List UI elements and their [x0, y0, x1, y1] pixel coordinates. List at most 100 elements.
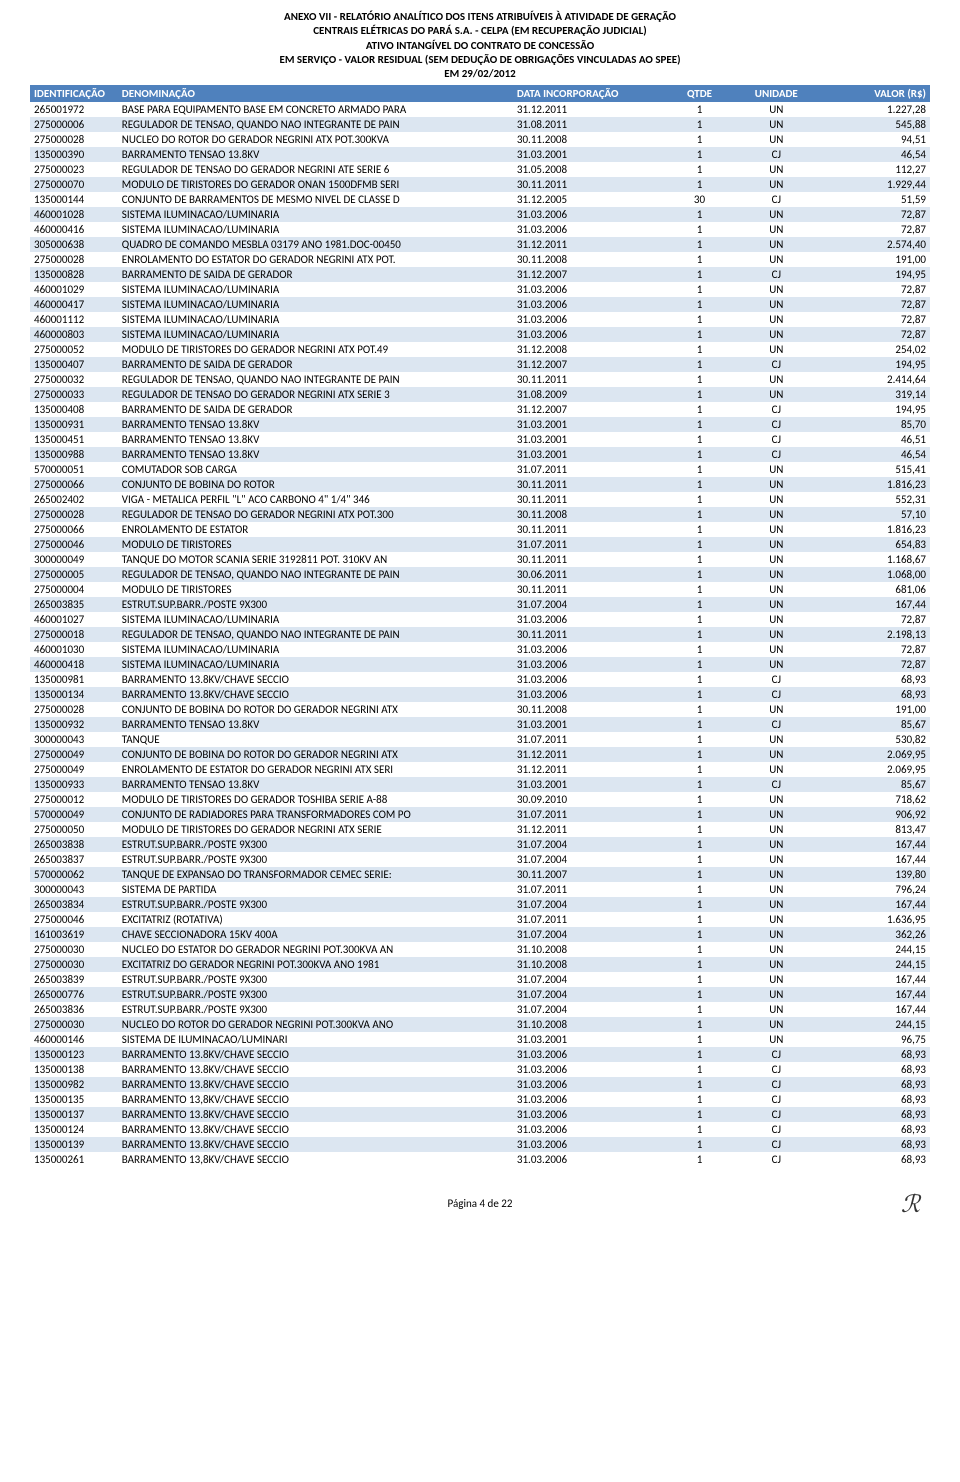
cell-den: MODULO DE TIRISTORES DO GERADOR ONAN 150… [118, 177, 513, 192]
table-row: 135000135BARRAMENTO 13,8KV/CHAVE SECCIO3… [30, 1092, 930, 1107]
cell-valor: 72,87 [820, 222, 930, 237]
cell-unid: UN [732, 162, 820, 177]
cell-den: BARRAMENTO 13.8KV/CHAVE SECCIO [118, 1107, 513, 1122]
cell-den: SISTEMA ILUMINACAO/LUMINARIA [118, 222, 513, 237]
cell-id: 275000030 [30, 942, 118, 957]
cell-unid: UN [732, 942, 820, 957]
cell-unid: UN [732, 852, 820, 867]
cell-den: BARRAMENTO 13.8KV/CHAVE SECCIO [118, 1122, 513, 1137]
cell-unid: UN [732, 342, 820, 357]
cell-unid: UN [732, 597, 820, 612]
cell-valor: 191,00 [820, 252, 930, 267]
cell-den: SISTEMA ILUMINACAO/LUMINARIA [118, 312, 513, 327]
cell-unid: UN [732, 957, 820, 972]
cell-data: 31.03.2006 [513, 1047, 667, 1062]
cell-den: ESTRUT.SUP.BARR./POSTE 9X300 [118, 837, 513, 852]
col-qtde: QTDE [667, 85, 733, 102]
cell-valor: 194,95 [820, 357, 930, 372]
cell-data: 31.03.2006 [513, 222, 667, 237]
cell-data: 31.03.2006 [513, 1122, 667, 1137]
cell-unid: UN [732, 762, 820, 777]
cell-valor: 244,15 [820, 957, 930, 972]
cell-den: CONJUNTO DE BOBINA DO ROTOR [118, 477, 513, 492]
cell-valor: 68,93 [820, 672, 930, 687]
cell-qtde: 1 [667, 912, 733, 927]
cell-valor: 244,15 [820, 1017, 930, 1032]
cell-valor: 552,31 [820, 492, 930, 507]
cell-id: 135000261 [30, 1152, 118, 1167]
table-row: 460000417SISTEMA ILUMINACAO/LUMINARIA31.… [30, 297, 930, 312]
cell-id: 135000144 [30, 192, 118, 207]
cell-data: 31.03.2001 [513, 717, 667, 732]
table-row: 135000407BARRAMENTO DE SAIDA DE GERADOR3… [30, 357, 930, 372]
table-row: 135000982BARRAMENTO 13.8KV/CHAVE SECCIO3… [30, 1077, 930, 1092]
table-row: 265003837ESTRUT.SUP.BARR./POSTE 9X30031.… [30, 852, 930, 867]
table-row: 275000046EXCITATRIZ (ROTATIVA)31.07.2011… [30, 912, 930, 927]
cell-unid: UN [732, 132, 820, 147]
cell-qtde: 1 [667, 207, 733, 222]
cell-qtde: 1 [667, 1062, 733, 1077]
cell-valor: 906,92 [820, 807, 930, 822]
cell-id: 135000123 [30, 1047, 118, 1062]
table-row: 570000051COMUTADOR SOB CARGA31.07.20111U… [30, 462, 930, 477]
cell-valor: 167,44 [820, 852, 930, 867]
cell-qtde: 1 [667, 822, 733, 837]
table-row: 135000138BARRAMENTO 13.8KV/CHAVE SECCIO3… [30, 1062, 930, 1077]
cell-den: BARRAMENTO 13.8KV/CHAVE SECCIO [118, 1062, 513, 1077]
cell-den: MODULO DE TIRISTORES DO GERADOR TOSHIBA … [118, 792, 513, 807]
cell-data: 31.12.2007 [513, 267, 667, 282]
cell-data: 31.03.2006 [513, 282, 667, 297]
cell-valor: 46,51 [820, 432, 930, 447]
cell-id: 275000030 [30, 1017, 118, 1032]
table-row: 460001029SISTEMA ILUMINACAO/LUMINARIA31.… [30, 282, 930, 297]
cell-unid: UN [732, 987, 820, 1002]
table-body: 265001972BASE PARA EQUIPAMENTO BASE EM C… [30, 102, 930, 1167]
cell-unid: CJ [732, 1077, 820, 1092]
cell-data: 31.08.2011 [513, 117, 667, 132]
cell-valor: 68,93 [820, 1047, 930, 1062]
cell-data: 30.11.2008 [513, 507, 667, 522]
cell-unid: UN [732, 102, 820, 117]
cell-unid: CJ [732, 357, 820, 372]
cell-id: 300000049 [30, 552, 118, 567]
title-line1: ANEXO VII - RELATÓRIO ANALÍTICO DOS ITEN… [30, 10, 930, 24]
cell-valor: 68,93 [820, 1137, 930, 1152]
cell-valor: 94,51 [820, 132, 930, 147]
cell-id: 265003836 [30, 1002, 118, 1017]
table-row: 275000028REGULADOR DE TENSAO DO GERADOR … [30, 507, 930, 522]
title-line4: EM SERVIÇO - VALOR RESIDUAL (SEM DEDUÇÃO… [30, 53, 930, 67]
cell-data: 31.12.2007 [513, 357, 667, 372]
cell-valor: 139,80 [820, 867, 930, 882]
cell-valor: 46,54 [820, 447, 930, 462]
cell-den: ENROLAMENTO DO ESTATOR DO GERADOR NEGRIN… [118, 252, 513, 267]
table-row: 135000408BARRAMENTO DE SAIDA DE GERADOR3… [30, 402, 930, 417]
title-line3: ATIVO INTANGÍVEL DO CONTRATO DE CONCESSÃ… [30, 39, 930, 53]
cell-den: BARRAMENTO 13.8KV/CHAVE SECCIO [118, 687, 513, 702]
cell-id: 135000137 [30, 1107, 118, 1122]
cell-qtde: 1 [667, 102, 733, 117]
cell-data: 30.11.2007 [513, 867, 667, 882]
cell-data: 31.12.2011 [513, 762, 667, 777]
cell-den: BARRAMENTO 13,8KV/CHAVE SECCIO [118, 1092, 513, 1107]
cell-valor: 1.816,23 [820, 477, 930, 492]
cell-unid: UN [732, 627, 820, 642]
cell-data: 31.07.2011 [513, 882, 667, 897]
cell-data: 31.03.2001 [513, 147, 667, 162]
cell-den: NUCLEO DO ROTOR DO GERADOR NEGRINI POT.3… [118, 1017, 513, 1032]
table-row: 300000043SISTEMA DE PARTIDA31.07.20111UN… [30, 882, 930, 897]
cell-den: ESTRUT.SUP.BARR./POSTE 9X300 [118, 852, 513, 867]
cell-valor: 68,93 [820, 687, 930, 702]
cell-den: BARRAMENTO TENSAO 13.8KV [118, 147, 513, 162]
cell-data: 31.03.2006 [513, 312, 667, 327]
cell-data: 30.11.2011 [513, 492, 667, 507]
cell-data: 31.12.2011 [513, 237, 667, 252]
cell-id: 305000638 [30, 237, 118, 252]
cell-unid: CJ [732, 672, 820, 687]
cell-qtde: 1 [667, 1017, 733, 1032]
cell-data: 31.03.2006 [513, 207, 667, 222]
cell-unid: CJ [732, 447, 820, 462]
cell-den: EXCITATRIZ (ROTATIVA) [118, 912, 513, 927]
cell-id: 275000005 [30, 567, 118, 582]
cell-unid: UN [732, 462, 820, 477]
cell-den: BARRAMENTO 13.8KV/CHAVE SECCIO [118, 1077, 513, 1092]
